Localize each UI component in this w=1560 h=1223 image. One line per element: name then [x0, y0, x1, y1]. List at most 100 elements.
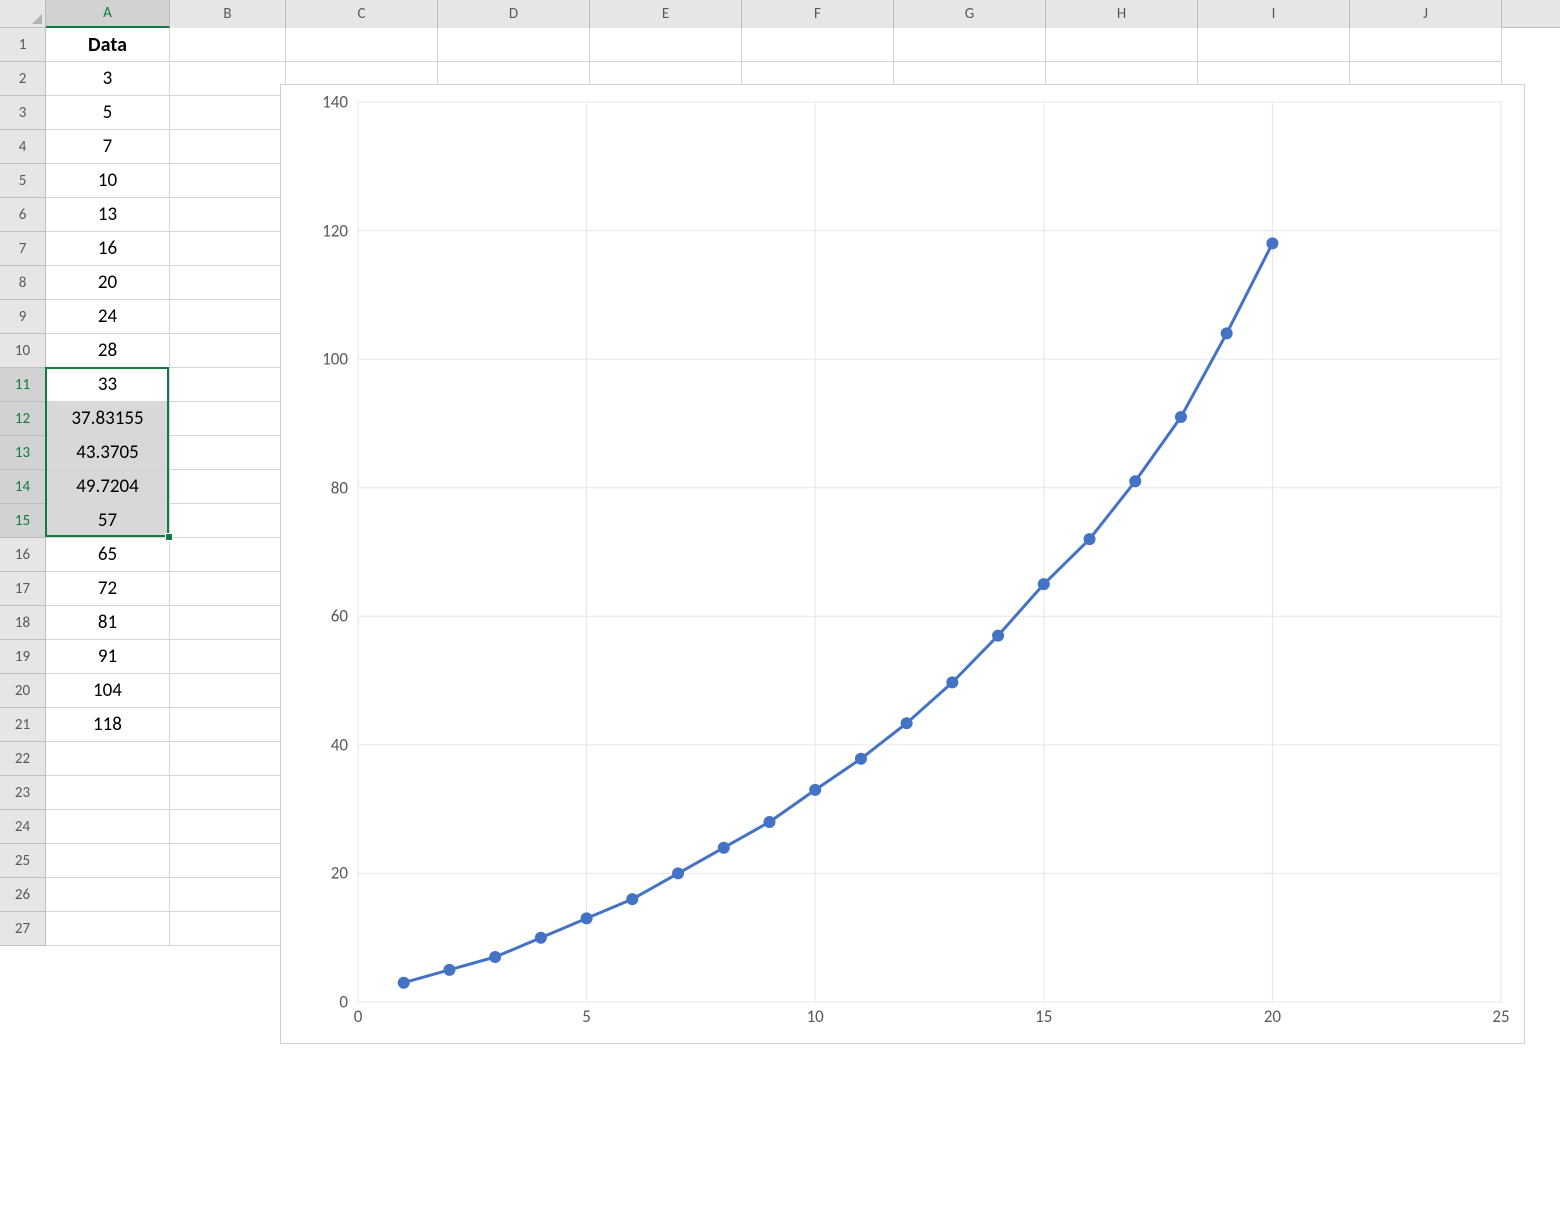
cell-B26[interactable]: [170, 878, 286, 912]
cell-A23[interactable]: [46, 776, 170, 810]
row-header-12[interactable]: 12: [0, 402, 46, 436]
row-header-5[interactable]: 5: [0, 164, 46, 198]
chart-data-point[interactable]: [1084, 533, 1096, 545]
row-header-11[interactable]: 11: [0, 368, 46, 402]
cell-B23[interactable]: [170, 776, 286, 810]
cell-B1[interactable]: [170, 28, 286, 62]
row-header-10[interactable]: 10: [0, 334, 46, 368]
column-header-D[interactable]: D: [438, 0, 590, 28]
cell-A2[interactable]: 3: [46, 62, 170, 96]
cell-A15[interactable]: 57: [46, 504, 170, 538]
cell-B19[interactable]: [170, 640, 286, 674]
cell-A4[interactable]: 7: [46, 130, 170, 164]
row-header-13[interactable]: 13: [0, 436, 46, 470]
column-header-B[interactable]: B: [170, 0, 286, 28]
cell-B11[interactable]: [170, 368, 286, 402]
row-header-27[interactable]: 27: [0, 912, 46, 946]
row-header-9[interactable]: 9: [0, 300, 46, 334]
cell-A7[interactable]: 16: [46, 232, 170, 266]
column-header-C[interactable]: C: [286, 0, 438, 28]
cell-B25[interactable]: [170, 844, 286, 878]
fill-handle[interactable]: [165, 533, 173, 541]
cell-B7[interactable]: [170, 232, 286, 266]
row-header-17[interactable]: 17: [0, 572, 46, 606]
cell-B18[interactable]: [170, 606, 286, 640]
cell-A16[interactable]: 65: [46, 538, 170, 572]
cell-A20[interactable]: 104: [46, 674, 170, 708]
cell-B5[interactable]: [170, 164, 286, 198]
cell-A25[interactable]: [46, 844, 170, 878]
spreadsheet[interactable]: ABCDEFGHIJ1Data2335475106137168209241028…: [0, 0, 1560, 1223]
cell-B22[interactable]: [170, 742, 286, 776]
cell-B20[interactable]: [170, 674, 286, 708]
cell-B15[interactable]: [170, 504, 286, 538]
column-header-G[interactable]: G: [894, 0, 1046, 28]
chart-data-point[interactable]: [398, 977, 410, 989]
cell-A1[interactable]: Data: [46, 28, 170, 62]
cell-B2[interactable]: [170, 62, 286, 96]
cell-G1[interactable]: [894, 28, 1046, 62]
column-header-A[interactable]: A: [46, 0, 170, 28]
cell-A5[interactable]: 10: [46, 164, 170, 198]
cell-B13[interactable]: [170, 436, 286, 470]
cell-A11[interactable]: 33: [46, 368, 170, 402]
cell-B6[interactable]: [170, 198, 286, 232]
chart-data-point[interactable]: [672, 867, 684, 879]
chart-data-point[interactable]: [535, 932, 547, 944]
cell-B10[interactable]: [170, 334, 286, 368]
column-header-F[interactable]: F: [742, 0, 894, 28]
column-header-J[interactable]: J: [1350, 0, 1502, 28]
row-header-14[interactable]: 14: [0, 470, 46, 504]
row-header-7[interactable]: 7: [0, 232, 46, 266]
cell-A3[interactable]: 5: [46, 96, 170, 130]
row-header-18[interactable]: 18: [0, 606, 46, 640]
cell-B9[interactable]: [170, 300, 286, 334]
chart-data-point[interactable]: [1038, 578, 1050, 590]
chart-data-point[interactable]: [489, 951, 501, 963]
row-header-25[interactable]: 25: [0, 844, 46, 878]
chart-data-point[interactable]: [1221, 327, 1233, 339]
row-header-24[interactable]: 24: [0, 810, 46, 844]
row-header-19[interactable]: 19: [0, 640, 46, 674]
row-header-21[interactable]: 21: [0, 708, 46, 742]
chart-data-point[interactable]: [581, 912, 593, 924]
row-header-16[interactable]: 16: [0, 538, 46, 572]
cell-E1[interactable]: [590, 28, 742, 62]
embedded-chart[interactable]: 0204060801001201400510152025: [280, 84, 1525, 1044]
row-header-3[interactable]: 3: [0, 96, 46, 130]
cell-B3[interactable]: [170, 96, 286, 130]
row-header-23[interactable]: 23: [0, 776, 46, 810]
cell-A19[interactable]: 91: [46, 640, 170, 674]
chart-data-point[interactable]: [1129, 475, 1141, 487]
cell-A21[interactable]: 118: [46, 708, 170, 742]
chart-data-point[interactable]: [1175, 411, 1187, 423]
cell-A24[interactable]: [46, 810, 170, 844]
row-header-22[interactable]: 22: [0, 742, 46, 776]
cell-A13[interactable]: 43.3705: [46, 436, 170, 470]
cell-A18[interactable]: 81: [46, 606, 170, 640]
row-header-6[interactable]: 6: [0, 198, 46, 232]
cell-B14[interactable]: [170, 470, 286, 504]
row-header-1[interactable]: 1: [0, 28, 46, 62]
cell-C1[interactable]: [286, 28, 438, 62]
cell-A9[interactable]: 24: [46, 300, 170, 334]
chart-data-point[interactable]: [946, 676, 958, 688]
cell-B12[interactable]: [170, 402, 286, 436]
row-header-4[interactable]: 4: [0, 130, 46, 164]
cell-B16[interactable]: [170, 538, 286, 572]
chart-data-point[interactable]: [443, 964, 455, 976]
cell-A27[interactable]: [46, 912, 170, 946]
cell-A10[interactable]: 28: [46, 334, 170, 368]
row-header-20[interactable]: 20: [0, 674, 46, 708]
cell-A22[interactable]: [46, 742, 170, 776]
chart-data-point[interactable]: [626, 893, 638, 905]
chart-data-point[interactable]: [763, 816, 775, 828]
cell-B4[interactable]: [170, 130, 286, 164]
column-header-H[interactable]: H: [1046, 0, 1198, 28]
select-all-corner[interactable]: [0, 0, 46, 28]
cell-A8[interactable]: 20: [46, 266, 170, 300]
chart-data-point[interactable]: [1266, 237, 1278, 249]
cell-I1[interactable]: [1198, 28, 1350, 62]
cell-H1[interactable]: [1046, 28, 1198, 62]
cell-B21[interactable]: [170, 708, 286, 742]
